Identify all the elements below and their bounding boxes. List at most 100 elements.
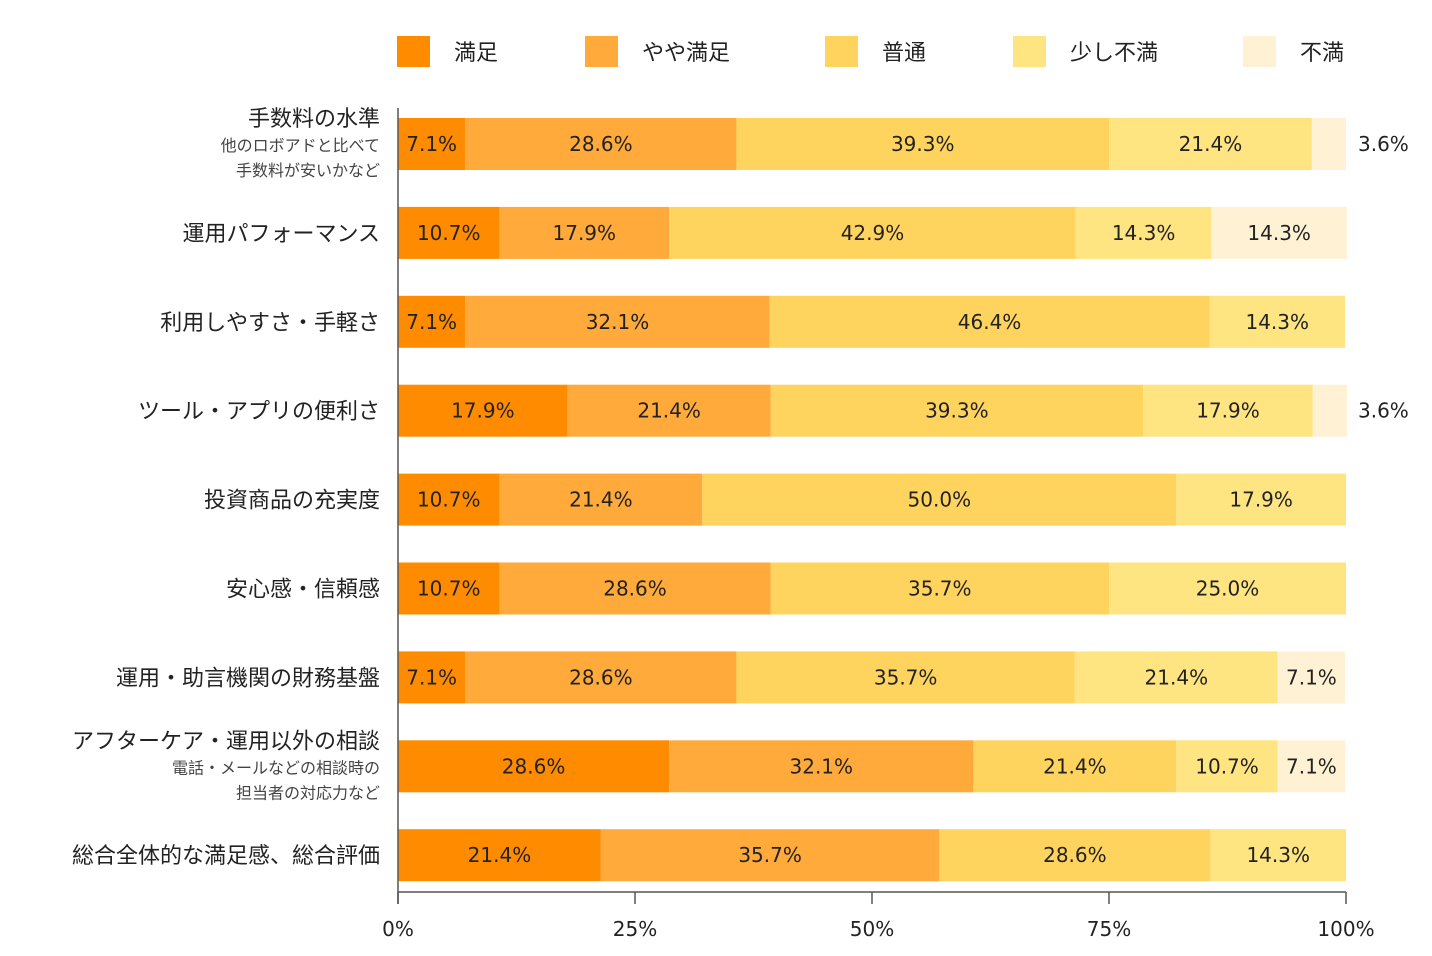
bar-segment (669, 740, 974, 793)
segment-value-label: 10.7% (417, 488, 481, 512)
category-title: 安心感・信頼感 (226, 578, 380, 603)
category-title: 利用しやすさ・手軽さ (160, 311, 380, 336)
bar-segment (1109, 562, 1346, 615)
legend-item: 満足 (397, 36, 498, 67)
category-title: 投資商品の充実度 (204, 489, 380, 514)
category-label: ツール・アプリの便利さ (138, 400, 380, 425)
segment-value-label: 32.1% (790, 754, 854, 778)
segment-value-label: 32.1% (586, 310, 650, 334)
x-axis: 0% 25% 50% 75% 100% (382, 108, 1375, 941)
segment-value-label: 7.1% (406, 665, 457, 689)
category-title: アフターケア・運用以外の相談 (72, 729, 380, 754)
legend-item: 普通 (825, 36, 926, 67)
segment-value-label: 35.7% (908, 577, 972, 601)
segment-value-label: 21.4% (569, 488, 633, 512)
segment-value-label: 21.4% (468, 843, 532, 867)
bar-row: 17.9% 21.4% 39.3% 17.9% 3.6% (398, 384, 1409, 437)
bar-row: 7.1% 32.1% 46.4% 14.3% (398, 295, 1346, 348)
legend-label: 普通 (882, 41, 926, 66)
segment-value-label: 21.4% (1145, 665, 1209, 689)
legend-item: 不満 (1243, 36, 1344, 67)
segment-value-label: 10.7% (1195, 754, 1259, 778)
category-title: 手数料の水準 (248, 107, 380, 132)
segment-value-label: 42.9% (841, 221, 905, 245)
segment-value-label: 28.6% (1043, 843, 1107, 867)
bar-segment (398, 740, 670, 793)
bar-segment (1277, 651, 1346, 704)
bar-segment (669, 206, 1076, 259)
legend-label: 少し不満 (1070, 41, 1158, 66)
bar-segment (1074, 651, 1278, 704)
segment-value-label: 35.7% (738, 843, 802, 867)
segment-value-label: 7.1% (1286, 665, 1337, 689)
category-label: 投資商品の充実度 (204, 489, 380, 514)
category-labels: 手数料の水準他のロボアドと比べて手数料が安いかなど運用パフォーマンス利用しやすさ… (72, 107, 380, 869)
category-title: 運用パフォーマンス (182, 222, 380, 247)
bar-segment (1211, 206, 1347, 259)
category-subtitle: 他のロボアドと比べて (221, 136, 380, 155)
bar-row: 10.7% 17.9% 42.9% 14.3% 14.3% (398, 206, 1347, 259)
bar-segment (1075, 206, 1212, 259)
segment-value-label: 28.6% (603, 577, 667, 601)
bar-segment (465, 651, 737, 704)
legend-swatch (1013, 36, 1046, 67)
category-title: 運用・助言機関の財務基盤 (116, 666, 380, 691)
bar-row: 7.1% 28.6% 35.7% 21.4% 7.1% (398, 651, 1346, 704)
legend-swatch (1243, 36, 1276, 67)
segment-value-label: 39.3% (925, 399, 989, 423)
category-label: 運用・助言機関の財務基盤 (116, 666, 380, 691)
segment-value-label: 14.3% (1112, 221, 1176, 245)
bar-segment (1176, 740, 1278, 793)
bar-row: 10.7% 28.6% 35.7% 25.0% (398, 562, 1346, 615)
category-subtitle: 担当者の対応力など (236, 783, 380, 802)
category-title: ツール・アプリの便利さ (138, 400, 380, 425)
category-subtitle: 電話・メールなどの相談時の (172, 758, 380, 777)
bar-segment (398, 295, 466, 348)
bar-segment (1209, 295, 1346, 348)
segment-value-label: 46.4% (958, 310, 1022, 334)
bar-segment (939, 829, 1211, 882)
segment-value-label: 7.1% (406, 310, 457, 334)
category-label: 利用しやすさ・手軽さ (160, 311, 380, 336)
segment-value-label: 28.6% (569, 132, 633, 156)
bar-segment (499, 473, 703, 526)
segment-value-label: 3.6% (1358, 132, 1409, 156)
category-title: 総合全体的な満足感、総合評価 (72, 844, 380, 869)
segment-value-label: 21.4% (637, 399, 701, 423)
legend-label: 満足 (454, 41, 498, 66)
segment-value-label: 17.9% (451, 399, 515, 423)
bar-segment (1109, 118, 1312, 170)
segment-value-label: 7.1% (406, 132, 457, 156)
category-subtitle: 手数料が安いかなど (236, 161, 380, 180)
segment-value-label: 17.9% (553, 221, 617, 245)
x-tick-label: 75% (1087, 917, 1131, 941)
x-tick-label: 50% (850, 917, 894, 941)
bar-segment (1311, 118, 1346, 170)
bar-segment (398, 118, 466, 170)
legend-swatch (585, 36, 618, 67)
bar-segment (465, 118, 737, 170)
bar-segment (398, 206, 500, 259)
bar-segment (499, 562, 771, 615)
segment-value-label: 14.3% (1246, 843, 1310, 867)
legend-swatch (825, 36, 858, 67)
bar-segment (465, 295, 770, 348)
segment-value-label: 10.7% (417, 577, 481, 601)
bar-segment (736, 118, 1109, 170)
bar-segment (499, 206, 670, 259)
segment-value-label: 3.6% (1358, 399, 1409, 423)
bar-segment (398, 562, 500, 615)
segment-value-label: 28.6% (569, 665, 633, 689)
category-label: 総合全体的な満足感、総合評価 (72, 844, 380, 869)
bar-segment (398, 651, 466, 704)
bar-segment (973, 740, 1177, 793)
legend-label: やや満足 (642, 41, 730, 66)
x-tick-label: 25% (613, 917, 657, 941)
category-label: 安心感・信頼感 (226, 578, 380, 603)
segment-value-label: 25.0% (1196, 577, 1260, 601)
legend: 満足 やや満足 普通 少し不満 不満 (397, 36, 1344, 67)
bar-row: 7.1% 28.6% 39.3% 21.4% 3.6% (398, 118, 1409, 170)
